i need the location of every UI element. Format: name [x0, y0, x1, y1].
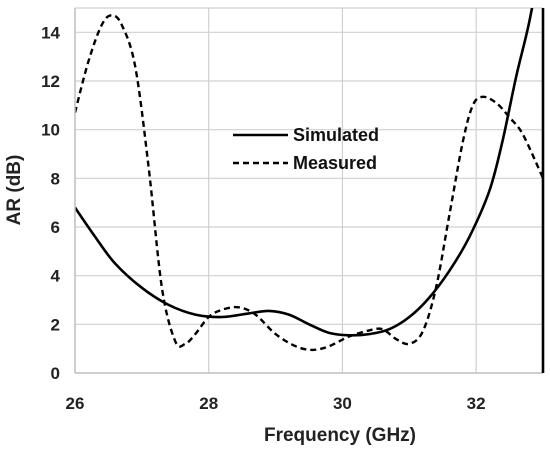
y-tick-label-4: 4	[51, 267, 61, 286]
series-line-simulated	[75, 8, 534, 337]
axes	[74, 8, 545, 374]
legend-label-measured: Measured	[293, 153, 377, 173]
x-tick-label-32: 32	[467, 394, 486, 413]
y-tick-label-0: 0	[51, 364, 60, 383]
legend: Simulated Measured	[233, 125, 379, 173]
tick-labels: 26 28 30 32 0 2 4 6 8 10 12 14	[41, 23, 486, 413]
y-axis-title: AR (dB)	[4, 155, 25, 226]
y-tick-label-14: 14	[41, 23, 60, 42]
legend-label-simulated: Simulated	[293, 125, 379, 145]
y-tick-label-12: 12	[41, 72, 60, 91]
series-layer	[75, 8, 543, 352]
x-tick-label-26: 26	[66, 394, 85, 413]
x-tick-label-28: 28	[199, 394, 218, 413]
y-tick-label-2: 2	[51, 315, 60, 334]
x-tick-label-30: 30	[333, 394, 352, 413]
y-tick-label-10: 10	[41, 121, 60, 140]
series-line-measured	[75, 14, 543, 352]
y-tick-label-6: 6	[51, 218, 60, 237]
y-tick-label-8: 8	[51, 169, 60, 188]
grid-lines	[75, 7, 543, 373]
x-axis-title: Frequency (GHz)	[264, 425, 416, 446]
